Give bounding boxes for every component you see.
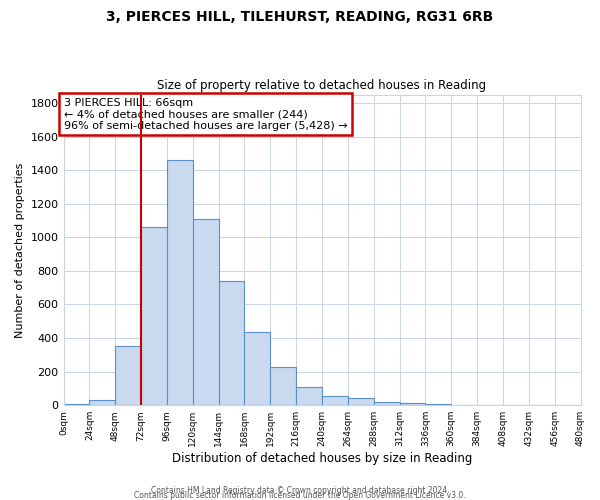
Bar [425,404,451,405]
Bar [296,386,322,405]
Bar [115,346,141,405]
Text: 3 PIERCES HILL: 66sqm
← 4% of detached houses are smaller (244)
96% of semi-deta: 3 PIERCES HILL: 66sqm ← 4% of detached h… [64,98,347,131]
Bar [193,219,218,405]
Bar [167,160,193,405]
Text: 3, PIERCES HILL, TILEHURST, READING, RG31 6RB: 3, PIERCES HILL, TILEHURST, READING, RG3… [106,10,494,24]
X-axis label: Distribution of detached houses by size in Reading: Distribution of detached houses by size … [172,452,472,465]
Bar [64,404,89,405]
Title: Size of property relative to detached houses in Reading: Size of property relative to detached ho… [157,79,487,92]
Bar [244,332,271,405]
Text: Contains HM Land Registry data © Crown copyright and database right 2024.: Contains HM Land Registry data © Crown c… [151,486,449,495]
Bar [218,281,244,405]
Bar [141,227,167,405]
Bar [322,396,348,405]
Bar [348,398,374,405]
Bar [400,402,425,405]
Bar [89,400,115,405]
Bar [451,404,477,405]
Y-axis label: Number of detached properties: Number of detached properties [15,162,25,338]
Bar [271,368,296,405]
Bar [374,402,400,405]
Text: Contains public sector information licensed under the Open Government Licence v3: Contains public sector information licen… [134,491,466,500]
